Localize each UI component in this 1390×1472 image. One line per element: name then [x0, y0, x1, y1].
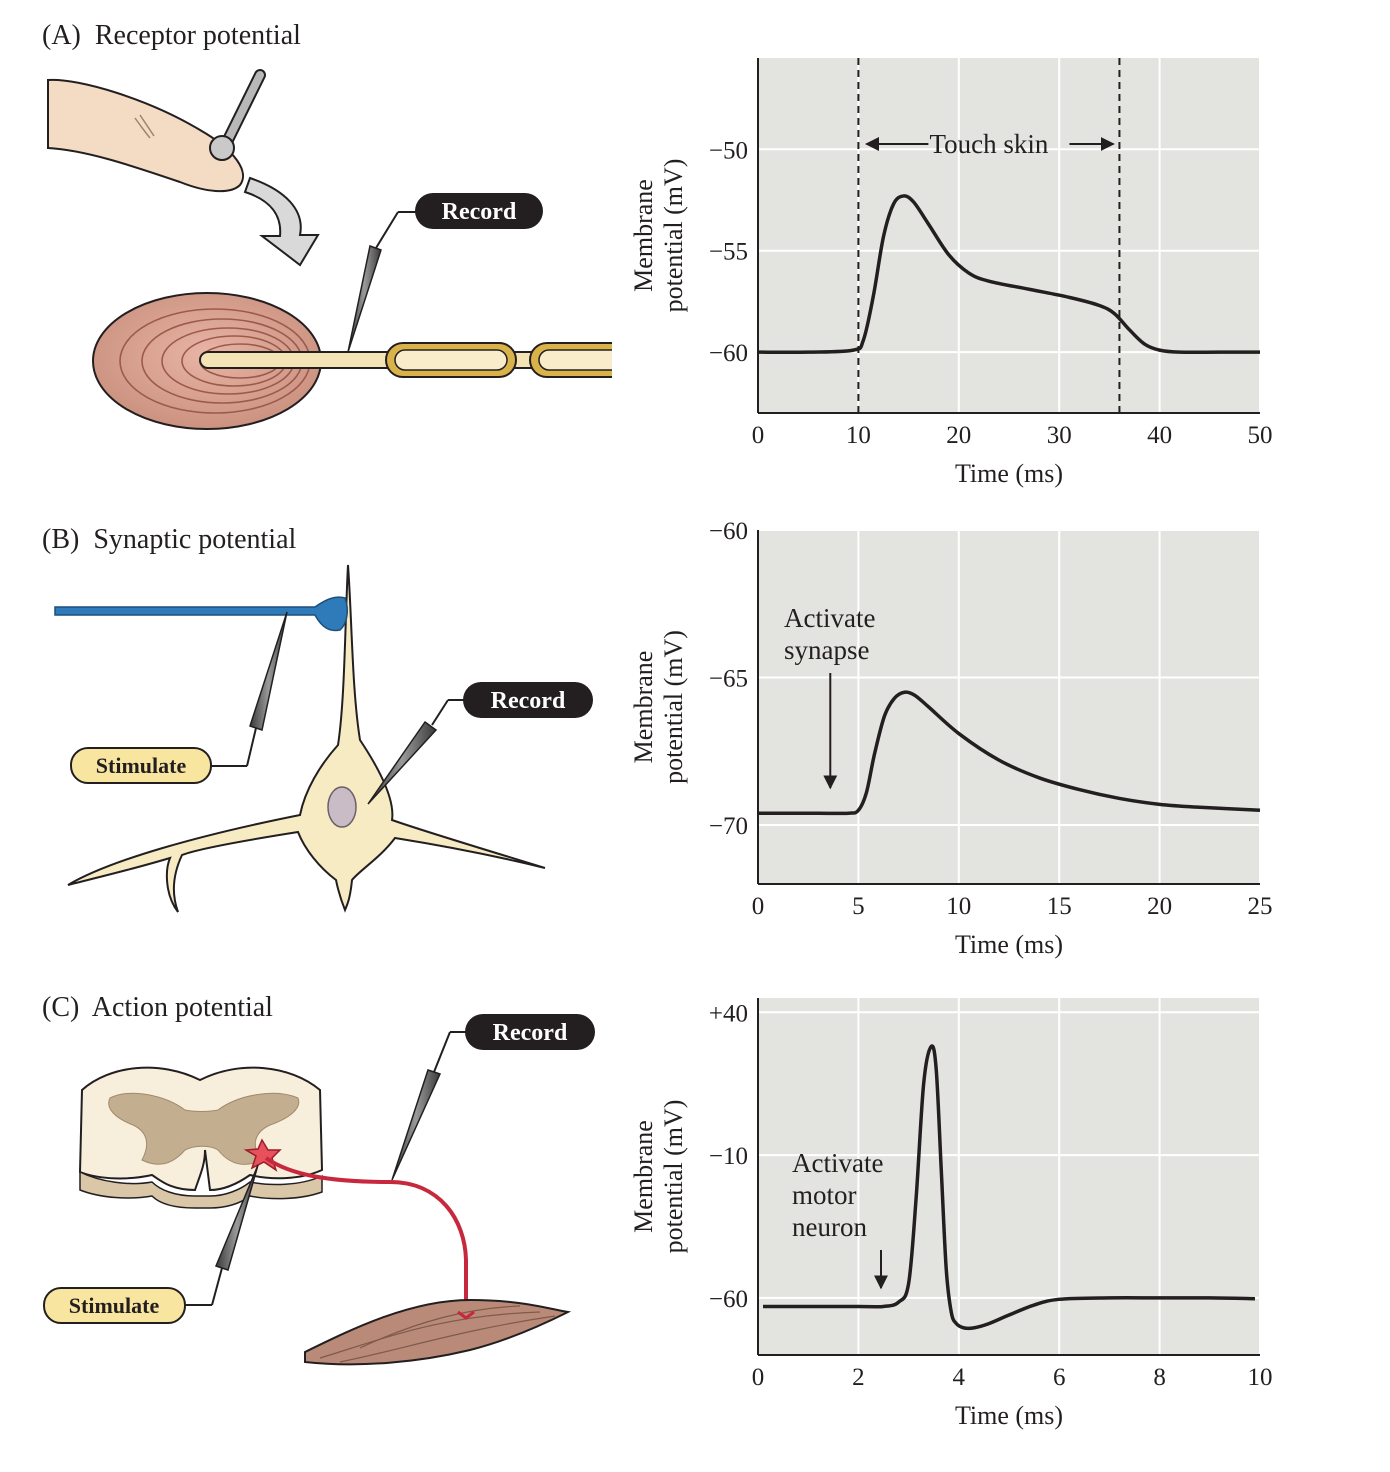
y-tick-label: −50	[709, 137, 748, 164]
panel-c-title: (C) Action potential	[42, 992, 273, 1023]
plot-background	[758, 530, 1260, 884]
membrane-potential-trace	[763, 1044, 1256, 1331]
x-axis-label: Time (ms)	[955, 459, 1063, 488]
panel-c-illustration: Record Stimulate	[43, 1014, 595, 1366]
record-label-pill-a	[415, 193, 543, 229]
y-axis-label-line: Membrane	[629, 651, 658, 764]
annotation-label: neuron	[792, 1212, 867, 1242]
y-tick-label: −60	[709, 1286, 748, 1313]
annotation-label: motor	[792, 1180, 857, 1210]
x-tick-label: 20	[946, 422, 971, 449]
record-label-b: Record	[491, 688, 566, 714]
annotation-label: synapse	[784, 635, 869, 665]
panel-a-illustration: Record	[47, 69, 632, 430]
x-tick-label: 10	[1248, 1364, 1273, 1391]
nucleus	[327, 786, 357, 828]
y-tick-label: −55	[709, 239, 748, 266]
x-axis-label: Time (ms)	[955, 1401, 1063, 1430]
touch-skin-label: Touch skin	[929, 129, 1048, 159]
panel-b-illustration: Stimulate Record	[54, 564, 593, 913]
touch-arrow-icon	[243, 176, 320, 267]
x-tick-label: 25	[1248, 893, 1273, 920]
y-axis-label-line: potential (mV)	[659, 1100, 688, 1254]
x-tick-label: 4	[953, 1364, 966, 1391]
x-tick-label: 6	[1053, 1364, 1066, 1391]
record-label-pill-b	[463, 682, 593, 718]
y-tick-label: −70	[709, 813, 748, 840]
y-axis-label: Membranepotential (mV)	[629, 159, 688, 313]
presynaptic-axon	[54, 596, 348, 632]
record-electrode-c	[391, 1069, 442, 1181]
x-tick-label: 5	[852, 893, 865, 920]
chart-synaptic-potential: 0 5 10 15 20 25 −60 −65 −70 Time (ms) Membranepote…	[629, 518, 1273, 959]
x-tick-label: 20	[1147, 893, 1172, 920]
y-axis-label: Membranepotential (mV)	[629, 630, 688, 784]
muscle	[304, 1298, 572, 1366]
y-axis-label-line: potential (mV)	[659, 630, 688, 784]
stimulate-label-b: Stimulate	[96, 753, 187, 778]
membrane-potential-trace	[757, 194, 1260, 355]
sensory-axon	[199, 338, 632, 382]
x-tick-label: 10	[946, 893, 971, 920]
y-tick-label: −10	[709, 1143, 748, 1170]
panel-b-title: (B) Synaptic potential	[42, 524, 297, 555]
stimulate-label-c: Stimulate	[69, 1293, 160, 1318]
y-axis-label: Membranepotential (mV)	[629, 1100, 688, 1254]
record-label-a: Record	[442, 199, 517, 225]
annotation-label: Activate	[784, 603, 875, 633]
y-axis-label-line: Membrane	[629, 1120, 658, 1233]
x-tick-label: 50	[1248, 422, 1273, 449]
record-label-c: Record	[493, 1020, 568, 1046]
x-tick-label: 0	[752, 422, 765, 449]
plot-background	[758, 998, 1260, 1355]
x-tick-label: 15	[1047, 893, 1072, 920]
chart-action-potential: 0 2 4 6 8 10 +40 −10 −60 Time (ms) Membranepotenti…	[629, 998, 1273, 1430]
x-tick-label: 0	[752, 893, 765, 920]
stimulate-label-pill-c	[43, 1287, 186, 1324]
stimulate-label-pill-b	[70, 747, 212, 784]
postsynaptic-neuron	[67, 564, 546, 913]
motor-axon	[264, 1156, 468, 1312]
probe-tip	[209, 135, 235, 161]
membrane-potential-trace	[758, 690, 1261, 816]
x-axis-label: Time (ms)	[955, 930, 1063, 959]
y-tick-label: −65	[709, 666, 748, 693]
finger-illustration	[47, 78, 245, 193]
y-axis-label-line: Membrane	[629, 179, 658, 292]
x-tick-label: 0	[752, 1364, 765, 1391]
record-electrode-b	[367, 720, 438, 805]
y-tick-label: +40	[709, 1000, 748, 1027]
y-axis-label-line: potential (mV)	[659, 159, 688, 313]
annotation-label: Activate	[792, 1148, 883, 1178]
x-tick-label: 8	[1153, 1364, 1166, 1391]
x-tick-label: 10	[846, 422, 871, 449]
y-tick-label: −60	[709, 518, 748, 545]
record-label-pill-c	[465, 1014, 595, 1050]
x-tick-label: 2	[852, 1364, 865, 1391]
x-tick-label: 30	[1047, 422, 1072, 449]
stimulate-electrode-b	[249, 611, 288, 731]
record-electrode	[347, 244, 382, 353]
x-tick-label: 40	[1147, 422, 1172, 449]
plot-background	[758, 58, 1260, 413]
panel-a-title: (A) Receptor potential	[42, 20, 301, 51]
chart-receptor-potential: 0 10 20 30 40 50 −50 −55 −60 Time (ms) Membranepot…	[629, 58, 1273, 488]
y-tick-label: −60	[709, 340, 748, 367]
